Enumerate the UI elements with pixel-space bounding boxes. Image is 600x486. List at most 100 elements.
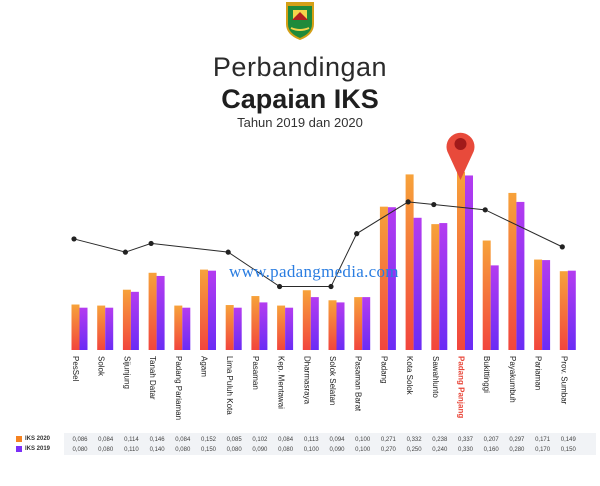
bar-iks-2019 xyxy=(490,265,499,350)
table-cell-iks-2019: 0,110 xyxy=(124,447,139,453)
x-tick-label: PesSel xyxy=(71,356,80,382)
bar-iks-2020 xyxy=(97,305,106,350)
chart-title-line1: Perbandingan xyxy=(212,52,388,82)
bar-iks-2019 xyxy=(182,307,191,350)
table-cell-iks-2020: 0,332 xyxy=(406,437,422,443)
table-cell-iks-2020: 0,114 xyxy=(124,437,139,443)
bar-iks-2020 xyxy=(508,192,517,350)
bar-iks-2019 xyxy=(542,260,551,350)
trend-point xyxy=(225,249,231,255)
table-cell-iks-2019: 0,250 xyxy=(406,447,422,453)
table-cell-iks-2019: 0,160 xyxy=(483,447,499,453)
bar-iks-2020 xyxy=(328,300,337,350)
bar-iks-2020 xyxy=(302,290,311,350)
bar-iks-2020 xyxy=(559,271,568,350)
table-cell-iks-2020: 0,337 xyxy=(457,437,473,443)
bar-iks-2019 xyxy=(130,291,139,350)
trend-point xyxy=(405,199,411,205)
table-cell-iks-2019: 0,090 xyxy=(252,447,268,453)
x-tick-label: Padang Panjang xyxy=(457,356,466,418)
table-cell-iks-2019: 0,270 xyxy=(380,447,396,453)
table-cell-iks-2019: 0,280 xyxy=(509,447,525,453)
legend-label-2019: IKS 2019 xyxy=(25,446,51,452)
x-tick-label: Solok xyxy=(97,356,106,377)
table-cell-iks-2019: 0,080 xyxy=(72,447,88,453)
bar-iks-2020 xyxy=(122,289,131,350)
legend-iks-2020: IKS 2020 xyxy=(16,436,50,442)
bar-iks-2019 xyxy=(387,207,396,350)
bar-iks-2020 xyxy=(200,269,208,350)
x-tick-label: Pasaman xyxy=(251,356,260,390)
table-cell-iks-2020: 0,102 xyxy=(252,437,268,443)
table-cell-iks-2020: 0,238 xyxy=(432,437,448,443)
table-cell-iks-2020: 0,085 xyxy=(226,437,242,443)
table-cell-iks-2020: 0,297 xyxy=(509,437,525,443)
bar-iks-2020 xyxy=(277,305,286,350)
bar-iks-2019 xyxy=(413,217,422,350)
bar-iks-2019 xyxy=(567,270,576,350)
x-tick-label: Kota Solok xyxy=(405,356,414,396)
bar-iks-2020 xyxy=(482,240,491,350)
location-pin-icon xyxy=(446,132,475,180)
trend-point xyxy=(354,231,360,237)
bar-iks-2020 xyxy=(148,272,157,350)
legend-iks-2019: IKS 2019 xyxy=(16,446,50,452)
x-tick-label: Pariaman xyxy=(534,356,543,390)
table-cell-iks-2019: 0,240 xyxy=(432,447,448,453)
bar-iks-2020 xyxy=(534,259,543,350)
table-cell-iks-2020: 0,094 xyxy=(329,437,345,443)
table-cell-iks-2020: 0,084 xyxy=(175,437,191,443)
chart-subtitle: Tahun 2019 dan 2020 xyxy=(237,115,363,130)
bar-iks-2020 xyxy=(354,297,363,350)
watermark-text: www.padangmedia.com xyxy=(229,262,399,281)
trend-point xyxy=(71,236,77,242)
legend-label-2020: IKS 2020 xyxy=(25,436,51,442)
x-tick-label: Tanah Datar xyxy=(148,356,157,400)
bar-iks-2019 xyxy=(208,270,216,350)
table-cell-iks-2020: 0,149 xyxy=(560,437,576,443)
x-tick-label: Dharmasraya xyxy=(302,356,311,405)
values-table xyxy=(64,433,596,455)
bar-iks-2019 xyxy=(465,175,473,350)
table-cell-iks-2019: 0,170 xyxy=(535,447,551,453)
bar-iks-2019 xyxy=(259,302,268,350)
table-cell-iks-2019: 0,080 xyxy=(226,447,242,453)
bar-iks-2020 xyxy=(405,174,414,350)
bar-iks-2019 xyxy=(439,223,448,350)
trend-point xyxy=(277,283,283,290)
bar-iks-2020 xyxy=(174,305,183,350)
x-tick-label: Agam xyxy=(200,356,209,377)
table-cell-iks-2019: 0,080 xyxy=(98,447,114,453)
table-cell-iks-2019: 0,150 xyxy=(200,447,216,453)
table-cell-iks-2019: 0,080 xyxy=(175,447,191,453)
trend-point xyxy=(559,244,565,250)
bar-iks-2020 xyxy=(457,171,465,350)
chart-title-line2: Capaian IKS xyxy=(221,84,379,114)
bar-iks-2019 xyxy=(336,302,345,350)
padang-panjang-crest-icon xyxy=(286,2,314,40)
bar-iks-2020 xyxy=(431,224,440,350)
bar-iks-2019 xyxy=(516,201,525,350)
bar-iks-2019 xyxy=(233,307,242,350)
trend-point xyxy=(431,201,437,208)
table-cell-iks-2020: 0,152 xyxy=(200,437,216,443)
bar-iks-2019 xyxy=(156,275,165,350)
table-cell-iks-2019: 0,150 xyxy=(560,447,576,453)
bar-iks-2020 xyxy=(71,304,80,350)
x-tick-label: Solok Selatan xyxy=(328,356,337,405)
x-tick-label: Kep. Mentawai xyxy=(277,356,286,409)
bar-iks-2019 xyxy=(79,307,88,350)
trend-point xyxy=(122,249,128,255)
table-cell-iks-2019: 0,100 xyxy=(303,447,319,453)
bar-iks-2020 xyxy=(379,206,388,350)
legend-swatch-2020 xyxy=(16,436,22,442)
x-tick-label: Padang Pariaman xyxy=(174,356,183,420)
bar-iks-2019 xyxy=(285,307,294,350)
table-cell-iks-2020: 0,207 xyxy=(483,437,499,443)
table-cell-iks-2020: 0,084 xyxy=(278,437,294,443)
x-tick-label: Prov. Sumbar xyxy=(559,356,568,405)
x-tick-label: Lima Puluh Kota xyxy=(225,356,234,415)
table-cell-iks-2019: 0,090 xyxy=(329,447,345,453)
table-cell-iks-2020: 0,271 xyxy=(380,437,396,443)
